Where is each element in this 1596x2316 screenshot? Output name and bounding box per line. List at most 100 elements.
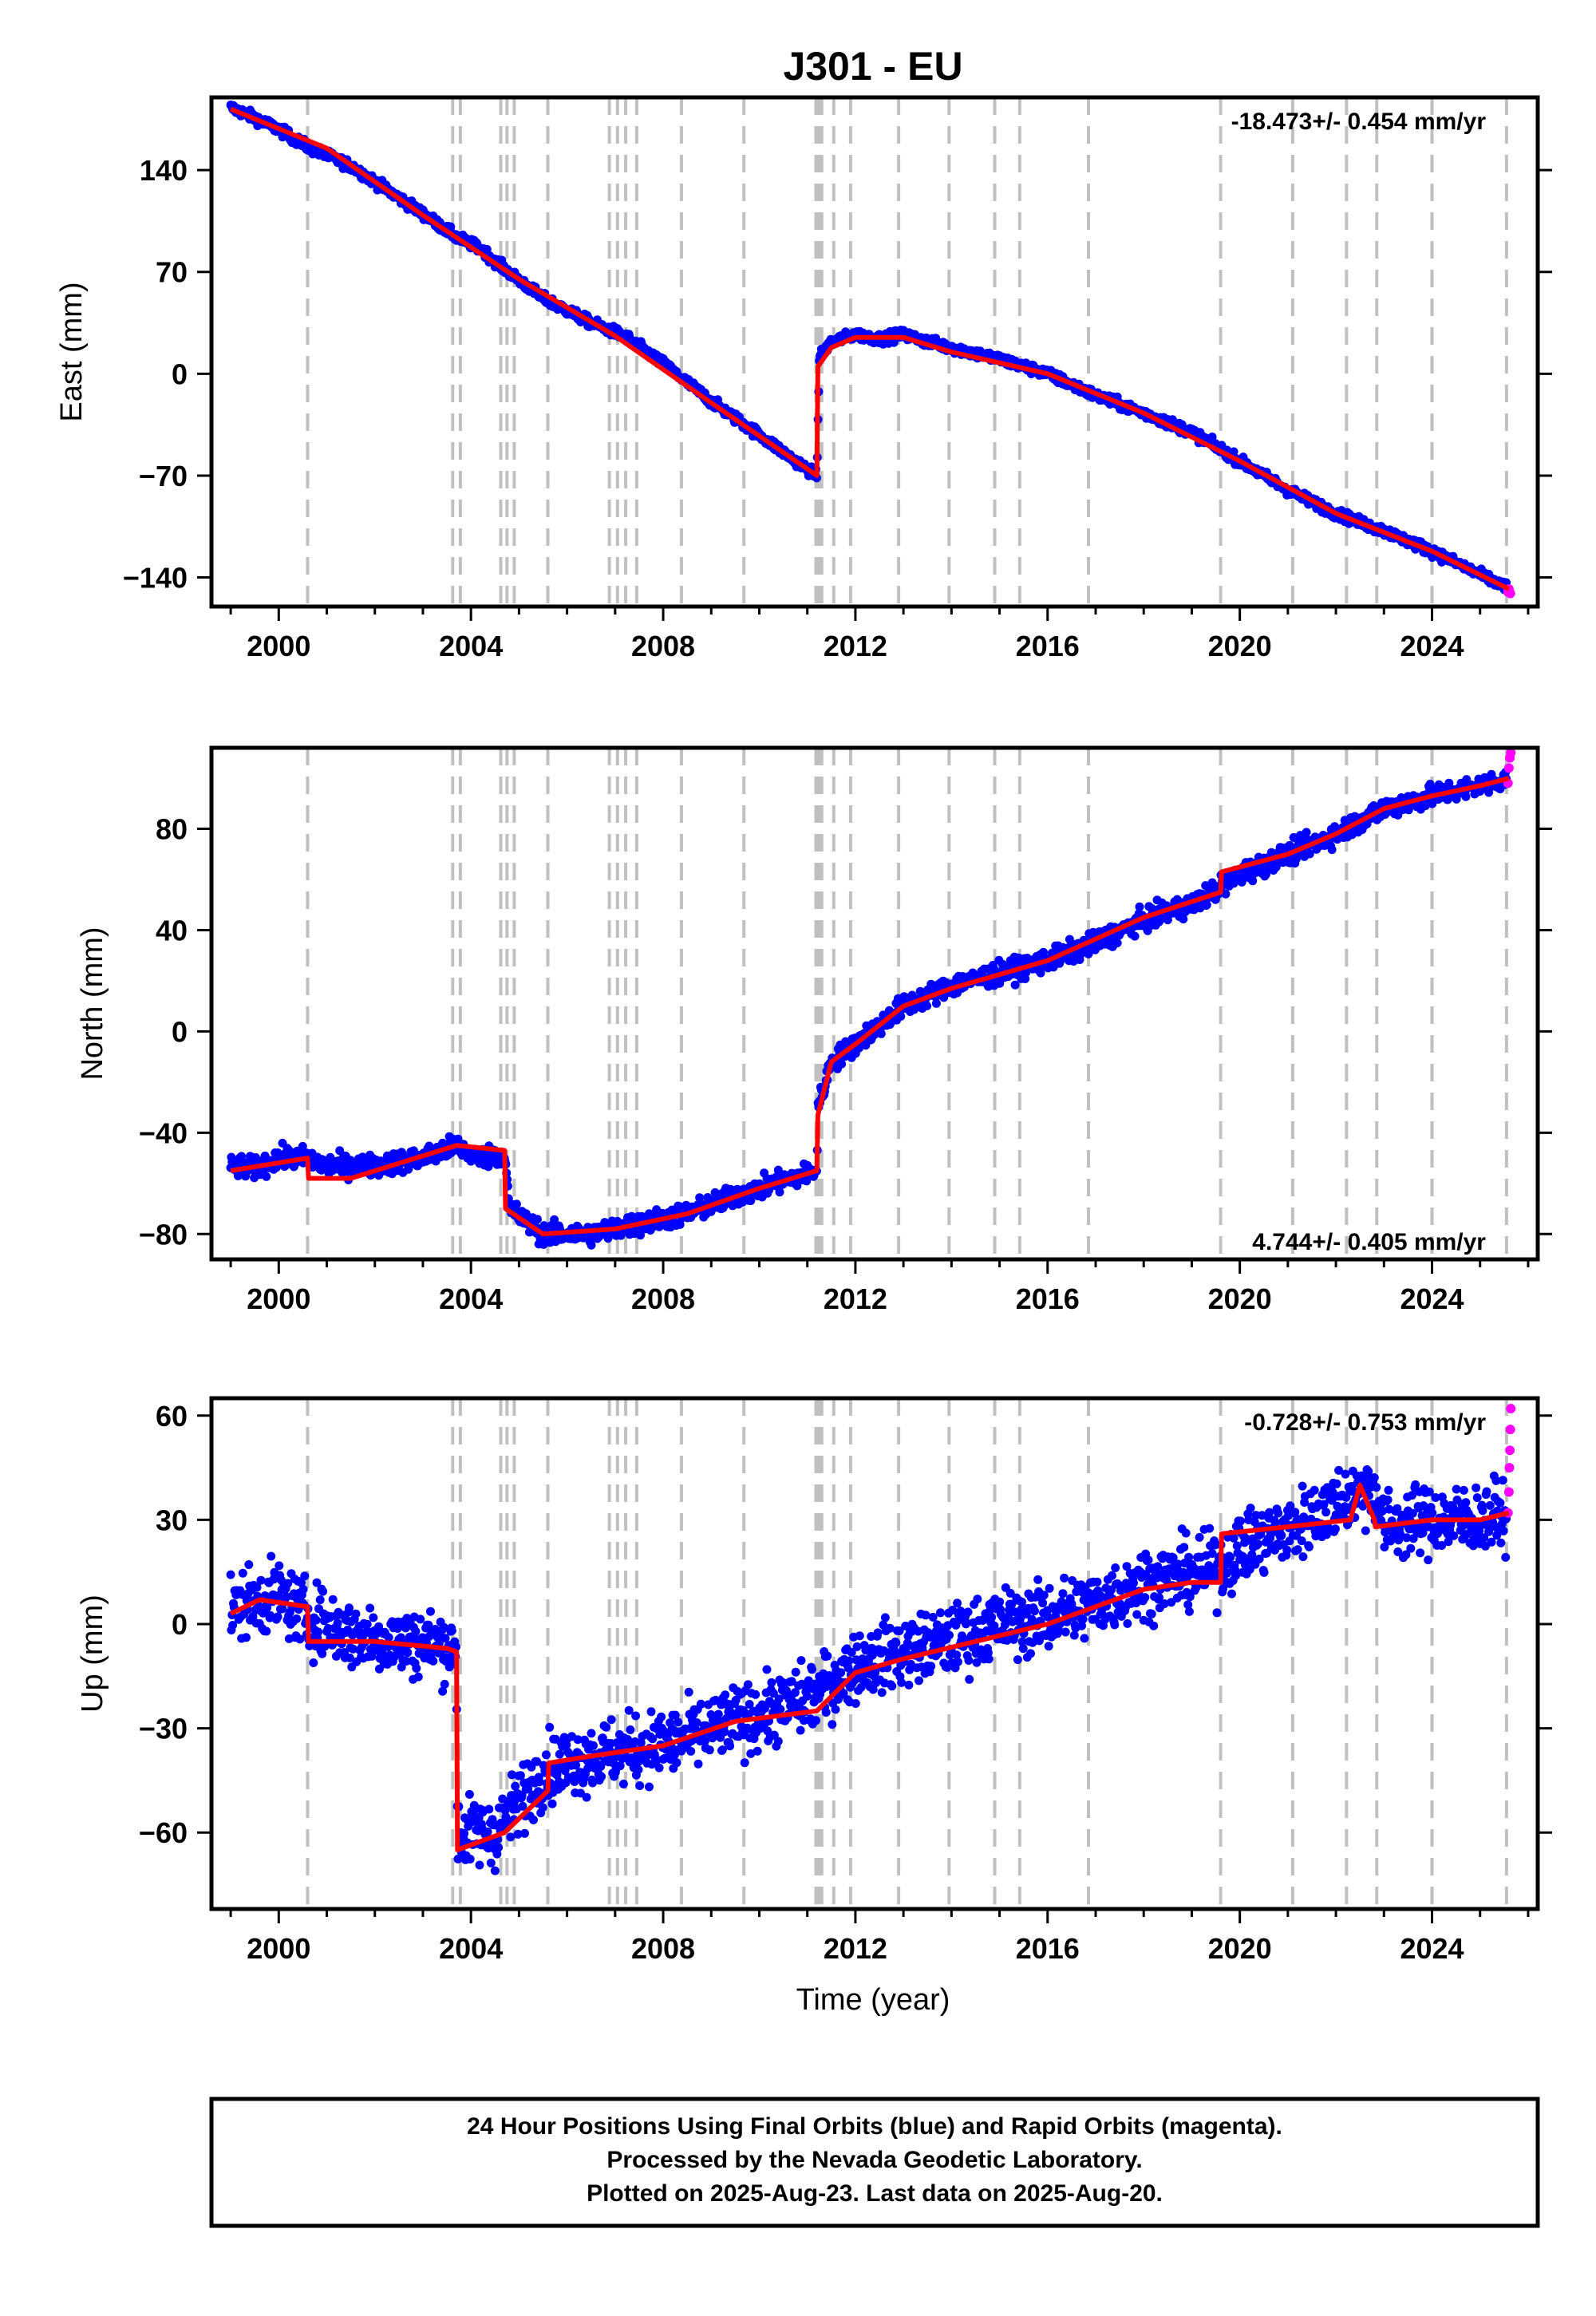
- east-x-tick-label: 2020: [1208, 630, 1272, 662]
- up-final-point: [626, 1725, 635, 1734]
- east-rate-label: -18.473+/- 0.454 mm/yr: [1231, 109, 1487, 135]
- up-final-point: [631, 1711, 641, 1721]
- up-panel: 2000 2004 2008 2012 2016 2020 2024−60−3003060U…: [76, 1396, 1552, 1965]
- east-y-tick-label: 70: [156, 256, 188, 289]
- up-final-point: [516, 1771, 525, 1780]
- east-x-tick-label: 2024: [1400, 630, 1464, 662]
- north-final-point: [1444, 778, 1454, 788]
- up-final-point: [672, 1758, 681, 1768]
- up-final-point: [278, 1604, 287, 1614]
- north-y-tick-label: 40: [156, 914, 188, 947]
- up-final-point: [532, 1757, 542, 1766]
- east-x-tick-label: 2000: [247, 630, 310, 662]
- up-final-point: [831, 1705, 840, 1714]
- up-final-point: [571, 1761, 581, 1770]
- up-final-point: [244, 1560, 254, 1569]
- up-final-point: [393, 1624, 402, 1633]
- north-rapid-orbits-series: [1503, 748, 1516, 788]
- up-final-point: [490, 1866, 500, 1875]
- east-y-tick-label: −140: [123, 562, 188, 595]
- up-final-point: [440, 1679, 449, 1689]
- up-final-point: [645, 1782, 654, 1792]
- north-final-point: [587, 1240, 596, 1250]
- north-final-point: [1266, 848, 1276, 857]
- up-final-point: [705, 1745, 714, 1755]
- north-final-point: [262, 1172, 271, 1181]
- up-final-point: [439, 1622, 448, 1632]
- up-final-point: [494, 1843, 504, 1852]
- up-final-point: [880, 1613, 890, 1622]
- north-final-point: [1404, 805, 1413, 815]
- north-x-tick-label: 2012: [824, 1282, 887, 1315]
- up-final-point: [295, 1634, 305, 1644]
- up-final-point: [412, 1663, 421, 1673]
- up-final-point: [887, 1682, 897, 1691]
- north-final-point: [896, 1012, 906, 1021]
- up-final-point: [228, 1621, 238, 1630]
- up-final-point: [634, 1765, 643, 1774]
- north-frame: [209, 745, 1540, 1262]
- north-final-point: [922, 1001, 932, 1010]
- north-x-tick-label: 2004: [439, 1282, 503, 1315]
- up-final-point: [582, 1792, 591, 1802]
- up-final-point: [674, 1717, 683, 1727]
- up-final-point: [429, 1656, 438, 1666]
- up-final-point: [483, 1827, 492, 1836]
- north-final-point: [298, 1141, 307, 1151]
- up-final-point: [511, 1781, 520, 1791]
- up-final-point: [693, 1759, 703, 1769]
- up-final-point: [311, 1615, 321, 1625]
- up-final-point: [267, 1551, 276, 1561]
- east-y-tick-label: 140: [140, 154, 188, 187]
- east-x-tick-label: 2012: [824, 630, 887, 662]
- up-final-point: [535, 1777, 544, 1787]
- up-final-point: [796, 1725, 805, 1735]
- up-final-point: [314, 1627, 323, 1637]
- up-final-orbits-series: [226, 1465, 1511, 1875]
- east-rapid-point-2: [1505, 588, 1515, 599]
- up-final-point: [773, 1737, 783, 1746]
- north-final-point: [636, 1231, 645, 1240]
- up-final-point: [721, 1690, 730, 1700]
- up-final-point: [345, 1653, 354, 1662]
- up-final-point: [602, 1722, 610, 1732]
- up-final-point: [273, 1612, 282, 1622]
- north-y-tick-label: 80: [156, 813, 188, 846]
- up-final-point: [855, 1631, 864, 1641]
- north-y-tick-label: 0: [172, 1015, 188, 1048]
- north-final-point: [1010, 980, 1020, 990]
- up-final-point: [615, 1761, 625, 1771]
- up-final-point: [513, 1829, 523, 1839]
- up-final-point: [812, 1716, 820, 1725]
- up-final-point: [545, 1722, 555, 1732]
- up-final-point: [767, 1678, 776, 1687]
- up-final-point: [292, 1614, 302, 1623]
- up-final-point: [374, 1622, 384, 1631]
- east-y-tick-label: 0: [172, 358, 188, 390]
- up-final-point: [646, 1707, 656, 1717]
- north-final-point: [931, 998, 941, 1008]
- up-final-point: [803, 1691, 812, 1701]
- up-final-point: [589, 1741, 598, 1750]
- north-rapid-point-1: [1503, 763, 1514, 773]
- up-final-point: [256, 1575, 266, 1585]
- up-final-point: [464, 1789, 474, 1799]
- up-final-point: [753, 1746, 762, 1756]
- up-final-point: [636, 1738, 646, 1748]
- chart-title: J301 - EU: [783, 44, 962, 89]
- north-final-point: [775, 1188, 784, 1197]
- up-final-point: [547, 1799, 557, 1808]
- up-final-point: [588, 1778, 598, 1788]
- up-final-point: [791, 1667, 800, 1677]
- north-final-point: [1248, 876, 1258, 886]
- up-final-point: [623, 1735, 632, 1744]
- up-final-point: [654, 1763, 664, 1773]
- up-final-point: [573, 1735, 583, 1745]
- north-panel: 2000 2004 2008 2012 2016 2020 2024−80−4004080N…: [76, 745, 1552, 1315]
- up-final-point: [300, 1571, 310, 1581]
- up-final-point: [508, 1770, 516, 1780]
- east-x-tick-label: 2008: [631, 630, 695, 662]
- north-final-point: [1327, 845, 1337, 855]
- north-final-point: [533, 1215, 542, 1224]
